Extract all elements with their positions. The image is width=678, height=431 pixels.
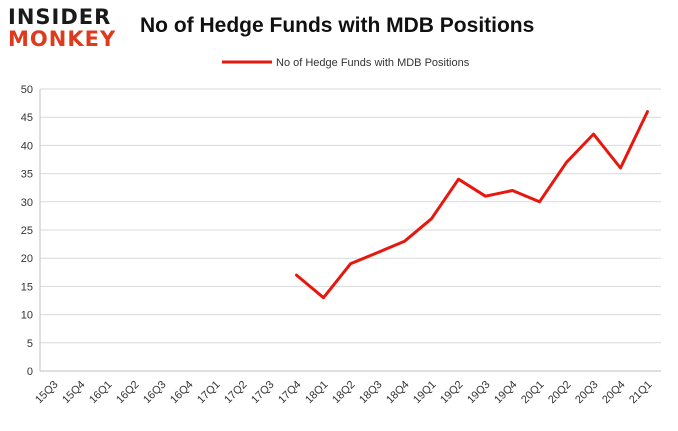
x-tick-label: 20Q3 (573, 379, 601, 407)
y-tick-label: 30 (21, 197, 33, 209)
x-tick-label: 15Q4 (60, 379, 88, 407)
x-tick-label: 19Q1 (411, 379, 439, 407)
axes (39, 89, 661, 372)
x-tick-label: 17Q4 (276, 379, 304, 407)
x-tick-label: 15Q3 (33, 379, 61, 407)
logo-line-1: INSIDER (8, 5, 112, 29)
x-tick-label: 19Q3 (465, 379, 493, 407)
y-tick-labels: 0 5 10 15 20 25 30 35 40 45 50 (21, 84, 33, 378)
y-tick-label: 15 (21, 281, 33, 293)
x-tick-label: 19Q2 (438, 379, 466, 407)
x-tick-label: 21Q1 (627, 379, 655, 407)
x-tick-label: 18Q4 (384, 379, 412, 407)
x-tick-label: 19Q4 (492, 379, 520, 407)
legend: No of Hedge Funds with MDB Positions (222, 57, 470, 69)
y-tick-label: 50 (21, 84, 33, 96)
x-tick-labels: 15Q3 15Q4 16Q1 16Q2 16Q3 16Q4 17Q1 17Q2 17Q3 17Q4… (33, 379, 655, 407)
x-tick-label: 20Q2 (546, 379, 574, 407)
gridlines (40, 88, 661, 344)
series-line (295, 110, 649, 300)
x-tick-label: 16Q1 (87, 379, 115, 407)
x-tick-label: 16Q3 (141, 379, 169, 407)
legend-label: No of Hedge Funds with MDB Positions (276, 57, 470, 69)
series-lines (295, 110, 649, 300)
y-tick-label: 0 (27, 366, 33, 378)
x-tick-label: 17Q1 (195, 379, 223, 407)
x-tick-label: 18Q3 (357, 379, 385, 407)
x-tick-label: 20Q4 (600, 379, 628, 407)
y-tick-label: 5 (27, 338, 33, 350)
insider-monkey-logo: INSIDER MONKEY (8, 6, 128, 56)
x-tick-label: 17Q2 (222, 379, 250, 407)
x-tick-label: 16Q2 (114, 379, 142, 407)
y-tick-label: 45 (21, 112, 33, 124)
logo-line-2: MONKEY (8, 27, 117, 51)
y-tick-label: 40 (21, 140, 33, 152)
y-tick-label: 10 (21, 310, 33, 322)
x-tick-label: 18Q2 (330, 379, 358, 407)
x-tick-label: 16Q4 (168, 379, 196, 407)
y-tick-label: 35 (21, 169, 33, 181)
x-tick-label: 18Q1 (303, 379, 331, 407)
y-tick-label: 25 (21, 225, 33, 237)
y-tick-label: 20 (21, 253, 33, 265)
x-tick-label: 17Q3 (249, 379, 277, 407)
chart-title: No of Hedge Funds with MDB Positions (140, 14, 535, 37)
x-tick-label: 20Q1 (519, 379, 547, 407)
